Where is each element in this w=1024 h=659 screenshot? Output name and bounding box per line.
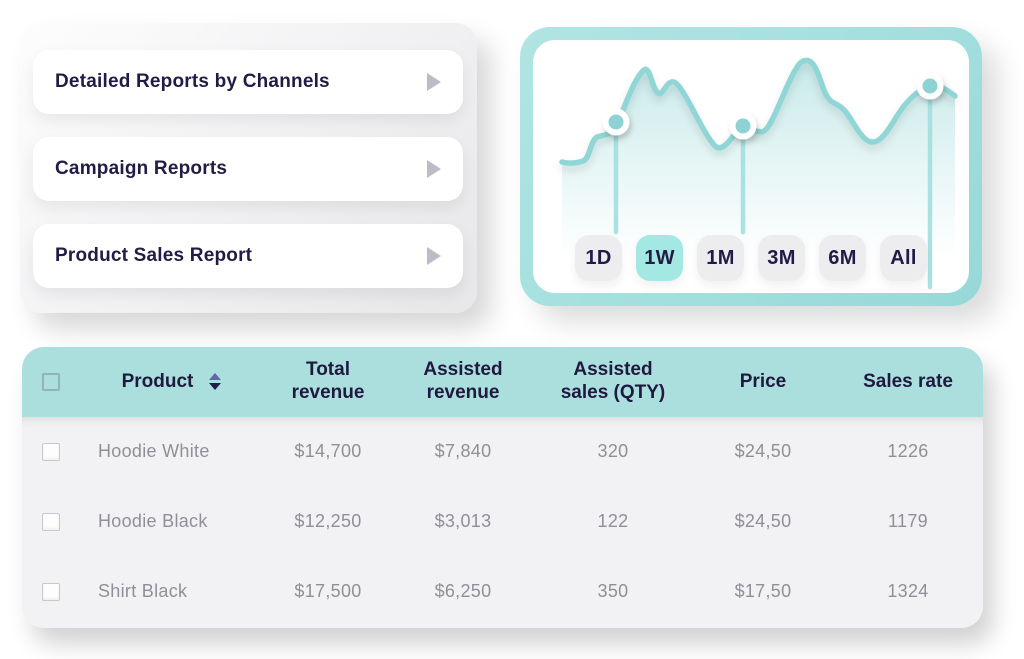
table-body: Hoodie White $14,700 $7,840 320 $24,50 1… [22,417,983,628]
chevron-right-icon [427,247,441,265]
cell-product: Hoodie White [98,441,210,462]
row-checkbox-cell [22,583,80,601]
row-checkbox[interactable] [42,443,60,461]
column-header-label: Sales rate [863,370,953,392]
time-range-button[interactable]: 1W [636,235,683,281]
time-range-label: 1M [706,246,735,269]
sort-up-triangle [209,373,222,381]
column-header-assisted-sales: Assisted sales (QTY) [533,359,693,405]
row-checkbox[interactable] [42,513,60,531]
cell-product: Shirt Black [98,581,188,602]
time-range-label: 6M [828,246,857,269]
cell-assisted-sales-qty: 122 [597,511,629,532]
data-point-marker[interactable] [729,112,757,140]
table-row[interactable]: Hoodie Black $12,250 $3,013 122 $24,50 1… [22,487,983,557]
report-button[interactable]: Detailed Reports by Channels [33,50,463,114]
report-button-label: Detailed Reports by Channels [55,71,330,92]
data-point-marker[interactable] [602,108,630,136]
cell-sales-rate: 1226 [887,441,929,462]
chevron-right-icon [427,160,441,178]
row-checkbox-cell [22,443,80,461]
time-range-selector: 1D 1W 1M 3M 6M All [533,235,969,281]
sort-down-triangle [209,383,222,391]
cell-assisted-revenue: $6,250 [434,581,492,602]
chart-area-fill [562,60,955,293]
cell-assisted-revenue: $3,013 [434,511,492,532]
select-all-checkbox[interactable] [42,373,60,391]
column-header-product[interactable]: Product [80,371,263,394]
time-range-label: 1D [585,246,612,269]
cell-assisted-sales-qty: 320 [597,441,629,462]
column-header-assisted-revenue: Assisted revenue [393,359,533,405]
row-checkbox-cell [22,513,80,531]
time-range-button[interactable]: All [880,235,927,281]
time-range-label: All [890,246,917,269]
chevron-right-icon [427,73,441,91]
column-header-label: Assisted sales (QTY) [560,359,666,403]
time-range-label: 3M [767,246,796,269]
product-sales-table: Product Total revenue Assisted revenue A… [22,347,983,628]
column-header-label: Assisted revenue [423,359,503,403]
report-button-label: Product Sales Report [55,245,253,266]
chart-card: 1D 1W 1M 3M 6M All [520,27,982,306]
table-header: Product Total revenue Assisted revenue A… [22,347,983,417]
report-button[interactable]: Campaign Reports [33,137,463,201]
cell-assisted-sales-qty: 350 [597,581,629,602]
cell-total-revenue: $14,700 [294,441,362,462]
column-header-label: Product [121,370,194,392]
cell-price: $24,50 [734,441,792,462]
cell-price: $24,50 [734,511,792,532]
time-range-button[interactable]: 6M [819,235,866,281]
cell-product: Hoodie Black [98,511,208,532]
cell-total-revenue: $12,250 [294,511,362,532]
cell-price: $17,50 [734,581,792,602]
cell-assisted-revenue: $7,840 [434,441,492,462]
column-header-total-revenue: Total revenue [263,359,393,405]
column-header-sales-rate: Sales rate [833,371,983,394]
time-range-button[interactable]: 1D [575,235,622,281]
area-chart [559,57,958,293]
report-button-label: Campaign Reports [55,158,228,179]
table-row[interactable]: Hoodie White $14,700 $7,840 320 $24,50 1… [22,417,983,487]
column-header-price: Price [693,371,833,394]
data-point-marker[interactable] [916,72,944,100]
cell-total-revenue: $17,500 [294,581,362,602]
cell-sales-rate: 1179 [888,511,928,532]
time-range-label: 1W [644,246,675,269]
report-button[interactable]: Product Sales Report [33,224,463,288]
row-checkbox[interactable] [42,583,60,601]
sort-icon[interactable] [209,373,222,391]
time-range-button[interactable]: 1M [697,235,744,281]
column-header-label: Total revenue [291,359,365,403]
table-row[interactable]: Shirt Black $17,500 $6,250 350 $17,50 13… [22,557,983,627]
column-header-label: Price [739,370,787,392]
chart-area: 1D 1W 1M 3M 6M All [533,40,969,293]
reports-panel: Detailed Reports by Channels Campaign Re… [20,23,477,313]
cell-sales-rate: 1324 [887,581,929,602]
time-range-button[interactable]: 3M [758,235,805,281]
header-checkbox-cell [22,373,80,391]
